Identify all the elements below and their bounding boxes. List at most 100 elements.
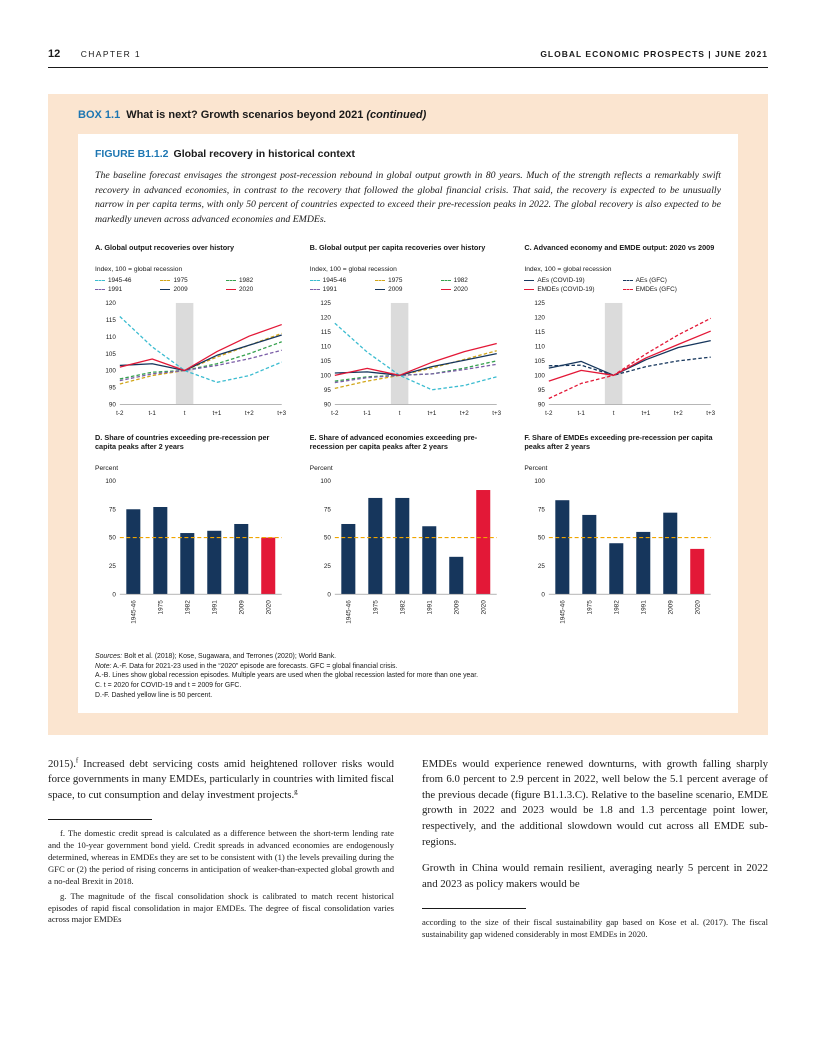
legend-label: 1982	[238, 276, 254, 284]
legend-label: 2009	[173, 286, 188, 294]
legend-label: 1975	[388, 276, 403, 284]
svg-text:1991: 1991	[426, 600, 433, 615]
chart-f-units: Percent	[524, 464, 548, 472]
svg-text:95: 95	[324, 387, 331, 394]
legend-label: 1991	[108, 286, 123, 294]
chart-a-units: Index, 100 = global recession	[95, 265, 183, 273]
box-1-1: BOX 1.1 What is next? Growth scenarios be…	[48, 94, 768, 735]
svg-text:t+1: t+1	[427, 410, 436, 417]
svg-text:90: 90	[324, 401, 331, 408]
header-rule	[48, 67, 768, 68]
legend-label: 1945-46	[322, 276, 347, 284]
svg-text:100: 100	[105, 367, 116, 374]
svg-text:1982: 1982	[184, 600, 191, 615]
legend-label: 1982	[453, 276, 468, 284]
charts-row-2: D. Share of countries exceeding pre-rece…	[95, 433, 721, 640]
legend-item: 2009	[160, 286, 225, 293]
svg-text:75: 75	[538, 506, 545, 513]
legend-item: 2020	[225, 286, 291, 294]
svg-text:t: t	[398, 410, 400, 417]
footnote-g: g. The magnitude of the fiscal consolida…	[48, 890, 394, 925]
svg-text:t+1: t+1	[642, 410, 651, 417]
svg-text:2009: 2009	[238, 600, 245, 615]
figure-label: FIGURE B1.1.2	[95, 148, 169, 160]
figure-notes: Sources: Bolt et al. (2018); Kose, Sugaw…	[95, 652, 721, 701]
svg-text:25: 25	[324, 563, 331, 570]
legend-item: 1991	[309, 286, 375, 293]
chart-a-legend: 1945-46 1975 1982 1991 2009 2020	[95, 277, 292, 294]
svg-text:90: 90	[109, 401, 116, 408]
svg-text:0: 0	[112, 591, 116, 598]
svg-text:120: 120	[320, 314, 331, 321]
legend-item: 1945-46	[95, 277, 160, 284]
svg-text:t+2: t+2	[674, 410, 683, 417]
legend-item: 1982	[225, 276, 291, 284]
chart-c-title: C. Advanced economy and EMDE output: 202…	[524, 242, 715, 252]
svg-text:1975: 1975	[587, 600, 594, 615]
svg-text:2020: 2020	[695, 600, 702, 615]
chart-d-plot: 0 25 50 75 100 1945-46 1975 1982 1991 2009 2020	[105, 478, 282, 624]
figure-title: Global recovery in historical context	[173, 148, 356, 160]
legend-line-sample	[225, 279, 236, 281]
chart-d-units: Percent	[95, 464, 119, 472]
chart-c: C. Advanced economy and EMDE output: 202…	[524, 243, 721, 418]
chart-a-title: A. Global output recoveries over history	[95, 242, 235, 252]
svg-text:125: 125	[320, 300, 331, 307]
svg-text:115: 115	[106, 317, 116, 324]
svg-text:0: 0	[542, 591, 546, 598]
svg-text:2009: 2009	[668, 600, 675, 615]
svg-text:1991: 1991	[211, 600, 218, 615]
legend-item: AEs (COVID-19)	[524, 277, 622, 284]
svg-text:t+2: t+2	[460, 410, 469, 417]
chart-e-units: Percent	[309, 464, 333, 472]
figure-note-sources: Sources: Bolt et al. (2018); Kose, Sugaw…	[95, 652, 721, 662]
legend-item: 1975	[160, 277, 225, 284]
body-text-fragment: Increased debt servicing costs amid heig…	[48, 757, 394, 801]
svg-text:t-1: t-1	[149, 410, 157, 417]
svg-text:110: 110	[321, 343, 331, 350]
legend-line-sample	[375, 279, 386, 281]
legend-label: 2020	[238, 286, 254, 294]
body-text: 2015).f Increased debt servicing costs a…	[48, 757, 768, 941]
legend-item: 2020	[440, 286, 506, 293]
body-paragraph-right-1: EMDEs would experience renewed downturns…	[422, 757, 768, 848]
legend-line-sample	[622, 279, 633, 281]
chart-c-units: Index, 100 = global recession	[524, 265, 612, 273]
box-title: What is next? Growth scenarios beyond 20…	[126, 109, 364, 121]
svg-text:95: 95	[538, 387, 545, 394]
chart-a: A. Global output recoveries over history…	[95, 243, 292, 418]
body-text-fragment: 2015).	[48, 757, 76, 770]
legend-line-sample	[309, 279, 320, 281]
svg-text:t-1: t-1	[363, 410, 371, 417]
footnote-ref-f: f	[75, 756, 79, 765]
chart-b: B. Global output per capita recoveries o…	[309, 243, 507, 418]
svg-text:t-2: t-2	[116, 410, 124, 417]
legend-line-sample	[440, 279, 451, 281]
legend-label: 1975	[173, 276, 188, 284]
svg-text:120: 120	[535, 314, 546, 321]
legend-item: EMDEs (COVID-19)	[524, 286, 622, 293]
footnote-separator-left	[48, 819, 152, 821]
svg-text:1982: 1982	[614, 600, 621, 615]
legend-line-sample	[160, 289, 171, 291]
svg-text:115: 115	[535, 329, 545, 336]
legend-item: 1975	[375, 277, 440, 284]
svg-text:105: 105	[535, 358, 546, 365]
chart-e-title: E. Share of advanced economies exceeding…	[309, 432, 478, 452]
svg-text:2020: 2020	[480, 600, 487, 615]
svg-text:2009: 2009	[453, 600, 460, 615]
footnote-f: f. The domestic credit spread is calcula…	[48, 828, 394, 886]
figure-abstract: The baseline forecast envisages the stro…	[95, 170, 721, 226]
svg-text:75: 75	[109, 506, 116, 513]
body-paragraph-right-2: Growth in China would remain resilient, …	[422, 862, 768, 890]
svg-text:105: 105	[105, 351, 116, 358]
chart-b-units: Index, 100 = global recession	[309, 265, 397, 273]
sources-text: Bolt et al. (2018); Kose, Sugawara, and …	[122, 652, 337, 660]
chart-a-plot: 90 95 100 105 110 115 120 t-2 t-1 t t+1 t+2 t+3	[105, 300, 286, 417]
svg-text:0: 0	[327, 591, 331, 598]
left-column: 2015).f Increased debt servicing costs a…	[48, 757, 394, 941]
svg-text:25: 25	[538, 563, 545, 570]
legend-line-sample	[524, 279, 535, 281]
svg-text:t-2: t-2	[331, 410, 339, 417]
chapter-label: CHAPTER 1	[80, 49, 142, 59]
